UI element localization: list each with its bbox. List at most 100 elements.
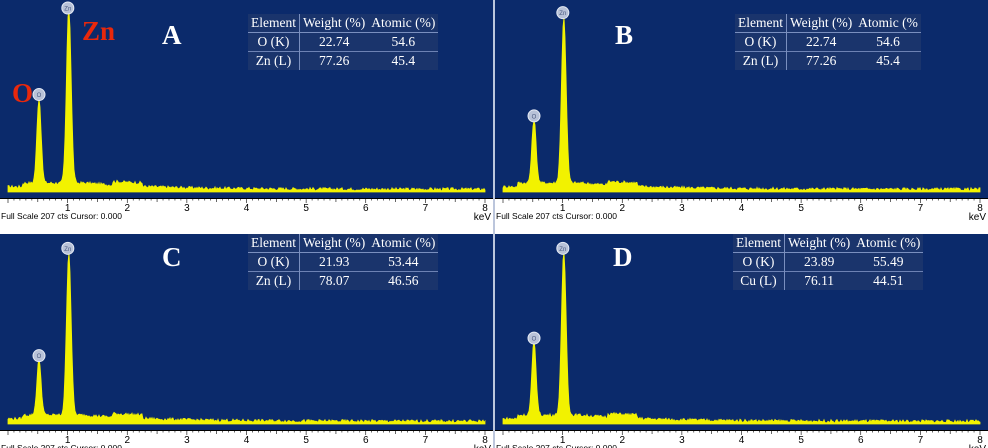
table-cell: 55.49	[853, 252, 924, 272]
peak-marker-zn: Zn	[556, 241, 570, 255]
x-tick-label: 8	[977, 435, 983, 446]
table-cell: 22.74	[299, 32, 369, 52]
table-header-row: Element Weight (%) Atomic (%)	[248, 234, 439, 253]
x-tick-label: 1	[65, 203, 71, 214]
panel-letter: D	[613, 242, 633, 272]
x-tick-label: 7	[423, 203, 429, 214]
panel-divider	[493, 0, 495, 448]
x-axis-unit: keV	[969, 444, 987, 448]
status-readout: Full Scale 207 cts Cursor: 0.000	[496, 443, 617, 448]
x-tick-label: 3	[679, 435, 685, 446]
x-tick-label: 1	[560, 435, 566, 446]
x-tick-label: 4	[244, 435, 250, 446]
status-readout: Full Scale 207 cts Cursor: 0.000	[1, 443, 122, 448]
table-row: O (K) 21.93 53.44	[248, 252, 439, 272]
table-row: Zn (L) 78.07 46.56	[248, 271, 439, 290]
table-header-row: Element Weight (%) Atomic (%	[735, 14, 921, 33]
spectrum-series	[502, 252, 981, 425]
table-cell: 45.4	[368, 51, 439, 70]
x-tick-label: 6	[363, 435, 369, 446]
x-tick-label: 8	[482, 203, 488, 214]
table-cell: 44.51	[853, 271, 924, 290]
panel-letter: A	[162, 20, 182, 50]
peak-marker-text: Zn	[559, 247, 566, 253]
x-axis-unit: keV	[474, 212, 492, 223]
x-tick-label: 2	[124, 203, 130, 214]
table-cell: 53.44	[368, 252, 439, 272]
x-tick-label: 4	[739, 203, 745, 214]
table-cell: O (K)	[733, 252, 785, 272]
spectrum-series	[502, 16, 981, 193]
x-tick-label: 4	[244, 203, 250, 214]
table-header: Weight (%)	[784, 234, 854, 253]
x-tick-label: 8	[977, 203, 983, 214]
table-cell: 78.07	[299, 271, 369, 290]
peak-marker-text: O	[532, 337, 537, 343]
peak-marker-o: O	[32, 88, 46, 102]
table-cell: O (K)	[248, 252, 300, 272]
table-header: Element	[735, 14, 787, 33]
table-cell: Zn (L)	[248, 271, 300, 290]
element-label-zn: Zn	[82, 16, 116, 46]
table-header: Atomic (%)	[853, 234, 924, 253]
composition-table: Element Weight (%) Atomic (%) O (K) 23.89 55.…	[733, 234, 924, 290]
table-cell: O (K)	[248, 32, 300, 52]
peak-marker-text: Zn	[64, 7, 71, 13]
spectrum-svg: O Zn	[502, 241, 981, 425]
table-header: Weight (%)	[299, 14, 369, 33]
peak-marker-zn: Zn	[61, 1, 75, 15]
x-tick-label: 5	[303, 203, 309, 214]
table-cell: 77.26	[786, 51, 856, 70]
table-cell: 77.26	[299, 51, 369, 70]
table-cell: 54.6	[368, 32, 439, 52]
x-tick-label: 6	[858, 203, 864, 214]
x-tick-label: 5	[798, 203, 804, 214]
x-tick-label: 7	[918, 203, 924, 214]
table-header-row: Element Weight (%) Atomic (%)	[248, 14, 439, 33]
spectrum-svg: O Zn	[7, 241, 486, 425]
peak-marker-text: Zn	[64, 247, 71, 253]
table-header: Element	[733, 234, 785, 253]
peak-marker-text: O	[532, 114, 537, 120]
table-row: Zn (L) 77.26 45.4	[735, 51, 921, 70]
table-cell: Cu (L)	[733, 271, 785, 290]
element-label-o: O	[12, 78, 34, 108]
status-readout: Full Scale 207 cts Cursor: 0.000	[1, 211, 122, 221]
table-header: Element	[248, 234, 300, 253]
x-tick-label: 1	[65, 435, 71, 446]
table-row: Zn (L) 77.26 45.4	[248, 51, 439, 70]
table-cell: Zn (L)	[735, 51, 787, 70]
x-tick-label: 7	[423, 435, 429, 446]
x-tick-label: 6	[858, 435, 864, 446]
peak-marker-o: O	[527, 109, 541, 123]
status-readout: Full Scale 207 cts Cursor: 0.000	[496, 211, 617, 221]
x-axis-unit: keV	[969, 212, 987, 223]
peak-marker-text: Zn	[559, 11, 566, 17]
table-cell: 54.6	[855, 32, 921, 52]
eds-panel-a: O Zn 1 2 3 4 5 6 7 8 keV Full Scale 207 cts Cursor:…	[0, 0, 493, 234]
table-cell: 21.93	[299, 252, 369, 272]
spectrum-series	[7, 252, 486, 425]
peak-marker-zn: Zn	[556, 6, 570, 20]
peak-marker-text: O	[37, 93, 42, 99]
table-cell: 76.11	[784, 271, 854, 290]
panel-letter: B	[615, 20, 634, 50]
composition-table: Element Weight (%) Atomic (%) O (K) 22.74 54.…	[248, 14, 439, 70]
table-header: Atomic (%	[855, 14, 921, 33]
x-tick-label: 5	[798, 435, 804, 446]
table-header: Atomic (%)	[368, 234, 439, 253]
eds-panel-b: O Zn 1 2 3 4 5 6 7 8 keV Full Scale 207 cts Cursor:…	[495, 0, 988, 234]
x-tick-label: 7	[918, 435, 924, 446]
x-axis-unit: keV	[474, 444, 492, 448]
x-tick-label: 3	[184, 435, 190, 446]
x-tick-label: 3	[679, 203, 685, 214]
table-cell: 46.56	[368, 271, 439, 290]
table-header: Weight (%)	[299, 234, 369, 253]
x-tick-label: 6	[363, 203, 369, 214]
table-cell: 22.74	[786, 32, 856, 52]
